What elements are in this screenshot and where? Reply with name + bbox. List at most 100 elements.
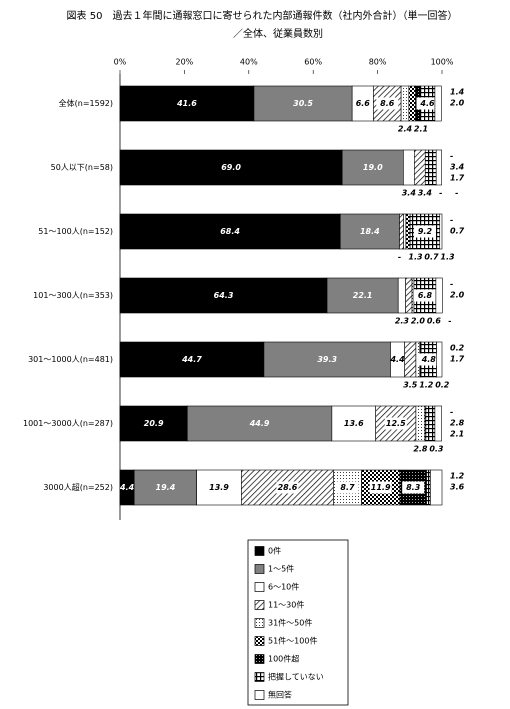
value-label: 2.3 (395, 317, 410, 326)
x-tick-label: 20% (176, 58, 194, 67)
legend-label: 0件 (268, 546, 281, 556)
legend-label: 31件～50件 (268, 618, 312, 628)
y-tick-label: 3000人超(n=252) (43, 482, 113, 492)
value-label: 19.0 (363, 163, 383, 172)
value-label: 8.3 (406, 483, 421, 492)
legend-label: 6～10件 (268, 582, 299, 592)
value-label: - (455, 189, 458, 198)
label-bg (369, 481, 392, 494)
value-label: - (450, 408, 453, 417)
value-label: 18.4 (360, 227, 380, 236)
value-label: - (450, 280, 453, 289)
bar-segment (119, 213, 341, 250)
value-label: 41.6 (176, 99, 197, 108)
bar-segment (408, 85, 416, 122)
value-label: 2.0 (411, 317, 426, 326)
label-bg (413, 289, 436, 302)
value-label: 12.5 (386, 419, 406, 428)
value-label: 0.7 (424, 253, 439, 262)
value-label: 6.8 (418, 291, 433, 300)
label-bg (402, 481, 425, 494)
value-label: 1.3 (408, 253, 423, 262)
bar-segment (436, 341, 443, 378)
y-tick-label: 1001～3000人(n=287) (23, 419, 113, 428)
value-label: 11.9 (371, 483, 391, 492)
value-label: - (450, 152, 453, 161)
x-tick-label: 60% (304, 58, 322, 67)
value-label: 64.3 (214, 291, 234, 300)
bar-segment (253, 85, 353, 122)
bar-segment (119, 405, 188, 442)
value-label: 1.4 (450, 88, 465, 97)
y-tick-label: 101～300人(n=353) (33, 291, 113, 300)
legend-label: 51件～100件 (268, 636, 317, 646)
legend-swatch (254, 546, 265, 556)
bar-segment (405, 277, 413, 314)
label-bg (413, 225, 436, 238)
value-label: 0.2 (435, 381, 450, 390)
value-label: 2.4 (398, 125, 413, 134)
value-label: 0.6 (427, 317, 442, 326)
value-label: 28.6 (278, 483, 298, 492)
bar-segment (119, 85, 255, 122)
bar-segment (404, 341, 417, 378)
value-label: 2.0 (450, 291, 465, 300)
value-label: 30.5 (293, 99, 313, 108)
value-label: 2.8 (413, 445, 428, 454)
legend-swatch (254, 618, 265, 628)
value-label: 0.3 (429, 445, 444, 454)
bar-segment (414, 149, 426, 186)
bar-segment (415, 405, 426, 442)
bar-segment (434, 405, 442, 442)
bar-segment (263, 341, 391, 378)
legend-swatch (254, 690, 265, 700)
value-label: 1.7 (450, 174, 465, 183)
value-label: 3.6 (450, 483, 465, 492)
bar-segment (424, 149, 437, 186)
legend-label: 11～30件 (268, 600, 304, 610)
chart-title: 図表 50 過去１年間に通報窓口に寄せられた内部通報件数（社内外合計）（単一回答… (67, 9, 458, 22)
legend-label: 100件超 (268, 654, 299, 664)
value-label: 1.3 (440, 253, 455, 262)
chart-subtitle: ／全体、従業員数別 (233, 27, 323, 40)
legend-label: 1～5件 (268, 564, 294, 574)
value-label: 2.1 (450, 430, 464, 439)
value-label: - (439, 189, 442, 198)
bar-segment (403, 213, 407, 250)
value-label: 39.3 (317, 355, 337, 364)
bar-segment (435, 277, 443, 314)
value-label: 1.2 (419, 381, 434, 390)
y-tick-label: 51～100人(n=152) (38, 227, 113, 236)
legend-swatch (254, 564, 265, 574)
value-label: 3.4 (450, 163, 465, 172)
legend-box (247, 539, 349, 706)
bar-segment (435, 149, 442, 186)
value-label: 4.8 (421, 355, 437, 364)
value-label: 3.4 (402, 189, 417, 198)
bar-segment (119, 277, 328, 314)
value-label: 2.0 (450, 99, 465, 108)
value-label: 13.9 (209, 483, 229, 492)
value-label: 20.9 (144, 419, 164, 428)
bar-segment (397, 277, 406, 314)
bar-segment (426, 469, 431, 506)
bar-segment (339, 213, 400, 250)
x-tick-label: 100% (431, 58, 454, 67)
value-label: - (448, 317, 451, 326)
legend-label: 把握していない (268, 672, 324, 682)
bar-segment (434, 85, 442, 122)
bar-segment (400, 85, 410, 122)
bar-segment (326, 277, 399, 314)
y-tick-label: 全体(n=1592) (59, 98, 113, 108)
bar-segment (331, 405, 376, 442)
value-label: 2.1 (414, 125, 428, 134)
bar-segment (405, 213, 411, 250)
value-label: 4.4 (389, 355, 405, 364)
y-tick-label: 50人以下(n=58) (51, 163, 113, 172)
value-label: 8.6 (380, 99, 395, 108)
bar-segment (399, 213, 404, 250)
bar-segment (341, 149, 404, 186)
bar-segment (425, 405, 436, 442)
legend-swatch (254, 654, 265, 664)
